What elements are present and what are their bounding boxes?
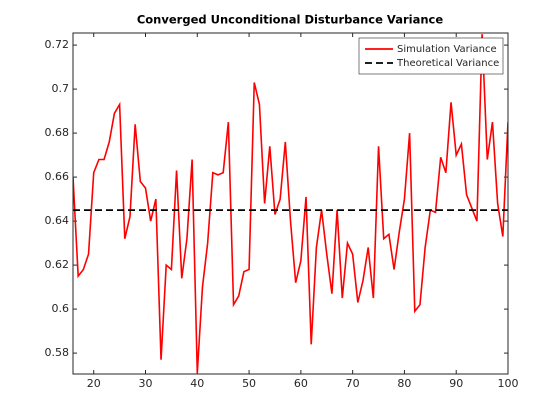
y-tick-label: 0.66 (45, 170, 70, 183)
x-tick-label: 50 (242, 377, 256, 390)
y-tick-label: 0.62 (45, 258, 70, 271)
y-tick-label: 0.58 (45, 346, 70, 359)
x-tick-label: 60 (294, 377, 308, 390)
x-tick-label: 100 (498, 377, 519, 390)
x-tick-label: 70 (346, 377, 360, 390)
x-tick-label: 40 (190, 377, 204, 390)
axes-box (72, 32, 509, 375)
y-tick-label: 0.72 (45, 38, 70, 51)
legend-label: Simulation Variance (397, 44, 497, 55)
y-tick-label: 0.7 (52, 82, 70, 95)
chart-title: Converged Unconditional Disturbance Vari… (137, 13, 443, 27)
y-tick-label: 0.64 (45, 214, 70, 227)
x-tick-label: 80 (397, 377, 411, 390)
x-tick-label: 30 (139, 377, 153, 390)
y-tick-label: 0.68 (45, 126, 70, 139)
x-tick-label: 20 (87, 377, 101, 390)
legend-box (358, 37, 504, 75)
series-line (73, 34, 508, 373)
y-tick-label: 0.6 (52, 302, 70, 315)
plot-area (73, 33, 508, 374)
x-tick-label: 90 (449, 377, 463, 390)
legend-label: Theoretical Variance (396, 58, 499, 69)
